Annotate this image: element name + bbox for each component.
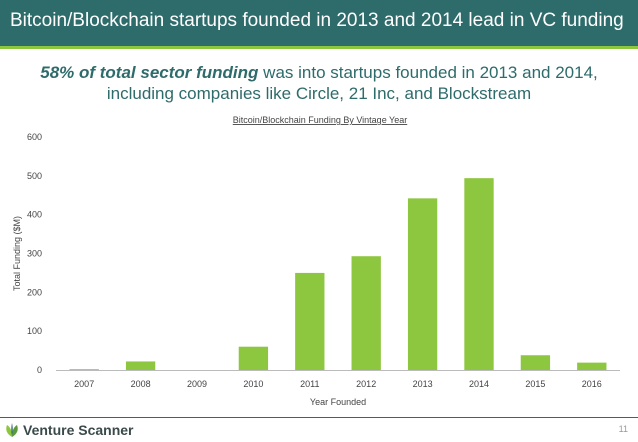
bar-2011 <box>295 272 325 370</box>
chart-title: Bitcoin/Blockchain Funding By Vintage Ye… <box>233 115 407 125</box>
y-axis-ticks: 0 100 200 300 400 500 600 <box>27 132 42 375</box>
y-tick-label: 0 <box>37 365 42 375</box>
slide-subtitle: 58% of total sector funding was into sta… <box>0 62 638 104</box>
bar-2015 <box>520 355 551 370</box>
bar-2008 <box>125 361 156 370</box>
y-tick-label: 600 <box>27 132 42 142</box>
y-tick-label: 400 <box>27 210 42 220</box>
bar-2014 <box>464 178 494 370</box>
subtitle-line-2: including companies like Circle, 21 Inc,… <box>106 84 532 103</box>
x-tick-label: 2013 <box>413 379 433 389</box>
bar-2007 <box>69 369 99 370</box>
bar-2012 <box>351 256 381 370</box>
subtitle-line-1: 58% of total sector funding was into sta… <box>0 62 638 83</box>
x-tick-label: 2016 <box>582 379 602 389</box>
bar-2013 <box>407 198 438 370</box>
subtitle-line-1-rest: was into startups founded in 2013 and 20… <box>258 63 598 82</box>
slide-header: Bitcoin/Blockchain startups founded in 2… <box>0 0 638 46</box>
bar-2016 <box>577 362 607 370</box>
x-axis-label: Year Founded <box>310 397 366 407</box>
slide-title: Bitcoin/Blockchain startups founded in 2… <box>10 10 624 31</box>
y-tick-label: 500 <box>27 171 42 181</box>
funding-bar-chart: Bitcoin/Blockchain Funding By Vintage Ye… <box>12 115 620 407</box>
subtitle-emphasis: 58% of total sector funding <box>40 63 259 82</box>
header-accent-line <box>0 46 638 49</box>
y-tick-label: 300 <box>27 249 42 259</box>
y-tick-label: 200 <box>27 287 42 297</box>
footer-divider <box>0 417 638 418</box>
x-tick-label: 2007 <box>74 379 94 389</box>
x-tick-label: 2009 <box>187 379 207 389</box>
bar-2010 <box>238 346 269 370</box>
x-tick-label: 2014 <box>469 379 489 389</box>
bars <box>69 178 607 370</box>
x-tick-label: 2015 <box>525 379 545 389</box>
logo-text: Venture Scanner <box>23 422 134 438</box>
x-tick-label: 2012 <box>356 379 376 389</box>
x-axis-ticks: 2007 2008 2009 2010 2011 2012 2013 2014 2015 2016 <box>74 379 602 389</box>
x-tick-label: 2010 <box>243 379 263 389</box>
venture-scanner-logo: Venture Scanner <box>4 421 134 439</box>
leaf-logo-icon <box>6 423 18 437</box>
x-tick-label: 2011 <box>300 379 319 389</box>
y-axis-label: Total Funding ($M) <box>12 216 22 291</box>
page-number: 11 <box>618 424 628 434</box>
x-tick-label: 2008 <box>131 379 151 389</box>
y-tick-label: 100 <box>27 326 42 336</box>
